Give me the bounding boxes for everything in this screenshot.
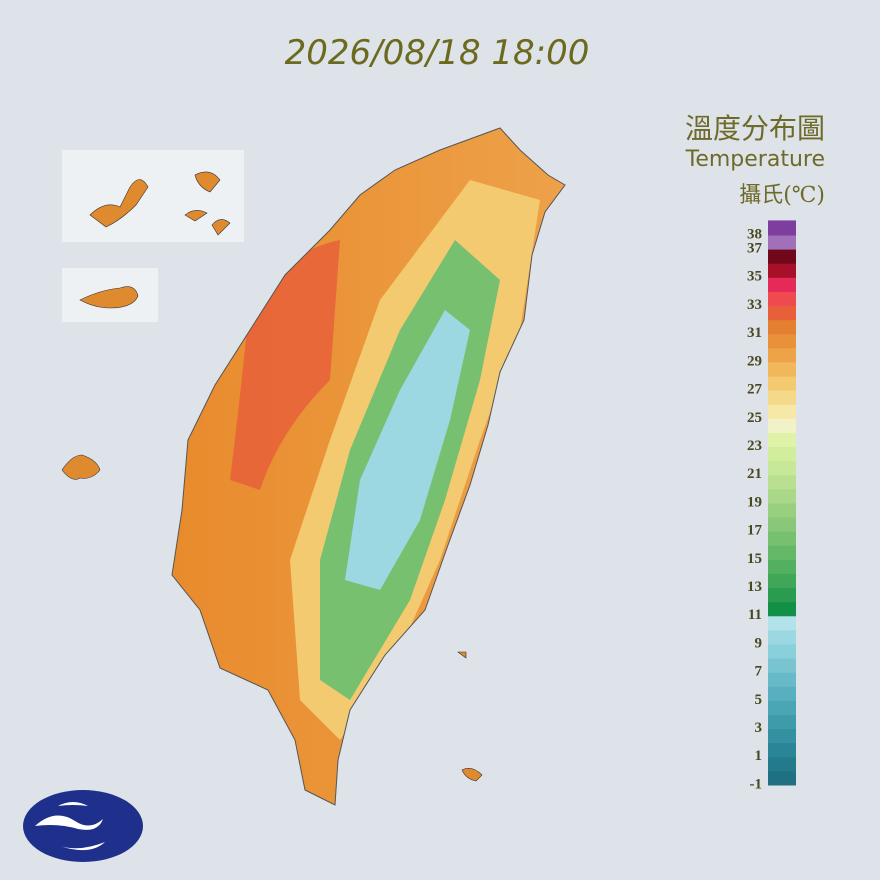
legend-label: 1 <box>755 748 763 764</box>
legend-color <box>768 417 796 433</box>
legend-color <box>768 347 796 363</box>
legend-label: 7 <box>755 664 763 680</box>
legend-color <box>768 305 796 321</box>
legend-color <box>768 389 796 405</box>
legend-label: 29 <box>747 353 762 369</box>
legend-label: 15 <box>747 551 762 567</box>
legend-color <box>768 544 796 560</box>
legend-label: 11 <box>748 607 762 623</box>
legend-label: -1 <box>750 776 763 792</box>
legend-color <box>768 290 796 307</box>
legend-color <box>768 460 796 476</box>
legend-color <box>768 558 796 574</box>
legend-label: 21 <box>747 466 762 482</box>
legend-label: 3 <box>755 720 763 736</box>
island <box>61 454 101 480</box>
legend-label: 9 <box>755 635 763 651</box>
legend-color <box>768 474 796 490</box>
legend-color <box>768 516 796 532</box>
legend-color <box>768 657 796 673</box>
legend-label: 25 <box>747 410 762 426</box>
legend-label: 27 <box>747 382 763 398</box>
legend-color <box>768 361 796 377</box>
legend-color <box>768 572 796 589</box>
island <box>89 179 149 228</box>
legend-color <box>768 742 796 758</box>
legend-color <box>768 502 796 518</box>
legend-label: 5 <box>755 692 763 708</box>
legend-color <box>768 728 796 744</box>
legend-label: 35 <box>747 269 762 285</box>
legend-color <box>768 276 796 292</box>
legend-label: 13 <box>747 579 762 595</box>
legend-color <box>768 699 796 715</box>
legend-color <box>768 685 796 701</box>
legend-color <box>768 220 796 236</box>
legend-color <box>768 248 796 264</box>
legend-unit: 攝氏(℃) <box>739 183 825 208</box>
logo-swirl <box>35 802 105 851</box>
legend-color <box>768 403 796 419</box>
legend-color <box>768 756 796 772</box>
legend-color <box>768 713 796 730</box>
legend-color <box>768 375 796 391</box>
legend-color <box>768 431 796 448</box>
legend-color <box>768 262 796 278</box>
legend-color <box>768 629 796 645</box>
legend-label: 38 <box>747 226 762 242</box>
legend-color <box>768 587 796 603</box>
legend-subtitle: Temperature <box>685 147 825 172</box>
legend-label: 17 <box>747 523 763 539</box>
legend-color <box>768 319 796 335</box>
legend-color <box>768 488 796 504</box>
island <box>79 286 139 309</box>
island <box>457 651 483 782</box>
legend-color <box>768 234 796 250</box>
legend-label: 23 <box>747 438 762 454</box>
legend-color <box>768 643 796 659</box>
legend-label: 19 <box>747 494 762 510</box>
island <box>184 171 231 236</box>
legend-color <box>768 530 796 546</box>
coastline <box>171 127 566 806</box>
legend-color <box>768 333 796 349</box>
peaks <box>345 310 470 590</box>
timestamp: 2026/08/18 18:00 <box>285 33 590 73</box>
legend-color <box>768 446 796 462</box>
legend-color <box>768 770 796 786</box>
legend-title: 溫度分布圖 <box>685 112 825 145</box>
legend-color <box>768 601 796 617</box>
legend-color <box>768 671 796 687</box>
legend-label: 33 <box>747 297 762 313</box>
legend-label: 31 <box>747 325 762 341</box>
legend-color <box>768 615 796 631</box>
legend-label: 37 <box>747 241 763 257</box>
